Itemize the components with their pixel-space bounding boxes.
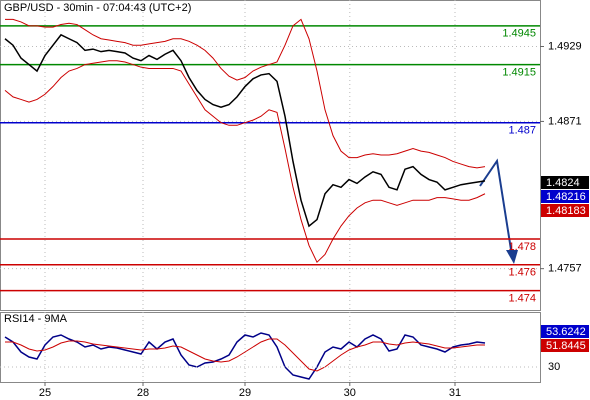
value-box-label: 1.48183 [546, 205, 586, 217]
series-line [4, 33, 486, 228]
level-label: 1.478 [508, 241, 536, 253]
value-box [541, 204, 589, 217]
series-line [4, 60, 486, 264]
y-tick-label: 1.4871 [548, 115, 582, 127]
series-line [5, 338, 485, 372]
forecast-arrow [479, 158, 518, 264]
y-tick-label: 1.4929 [548, 40, 582, 52]
series-line [4, 332, 486, 380]
level-label: 1.474 [508, 293, 536, 305]
x-tick-label: 30 [344, 387, 356, 399]
x-tick-label: 29 [239, 387, 251, 399]
value-box-label: 1.48216 [546, 191, 586, 203]
chart-title: GBP/USD - 30min - 07:04:43 (UTC+2) [4, 2, 191, 14]
value-box-label: 51.8445 [546, 340, 586, 352]
value-box [541, 190, 589, 203]
level-label: 1.487 [508, 125, 536, 137]
series-line [5, 18, 486, 169]
level-label: 1.4915 [502, 66, 536, 78]
level-label: 1.476 [508, 267, 536, 279]
level-label: 1.4945 [502, 28, 536, 40]
y-tick-label: 1.4757 [548, 263, 582, 275]
x-tick-label: 25 [39, 387, 51, 399]
value-box [541, 176, 589, 189]
value-box [541, 339, 589, 352]
price-panel [0, 0, 541, 311]
y-tick-label: 30 [548, 361, 560, 373]
value-box-label: 53.6242 [546, 326, 586, 338]
x-tick-label: 28 [137, 387, 149, 399]
value-box [541, 325, 589, 338]
rsi-title: RSI14 - 9MA [4, 313, 68, 325]
x-tick-label: 31 [449, 387, 461, 399]
value-box-label: 1.4824 [546, 177, 580, 189]
